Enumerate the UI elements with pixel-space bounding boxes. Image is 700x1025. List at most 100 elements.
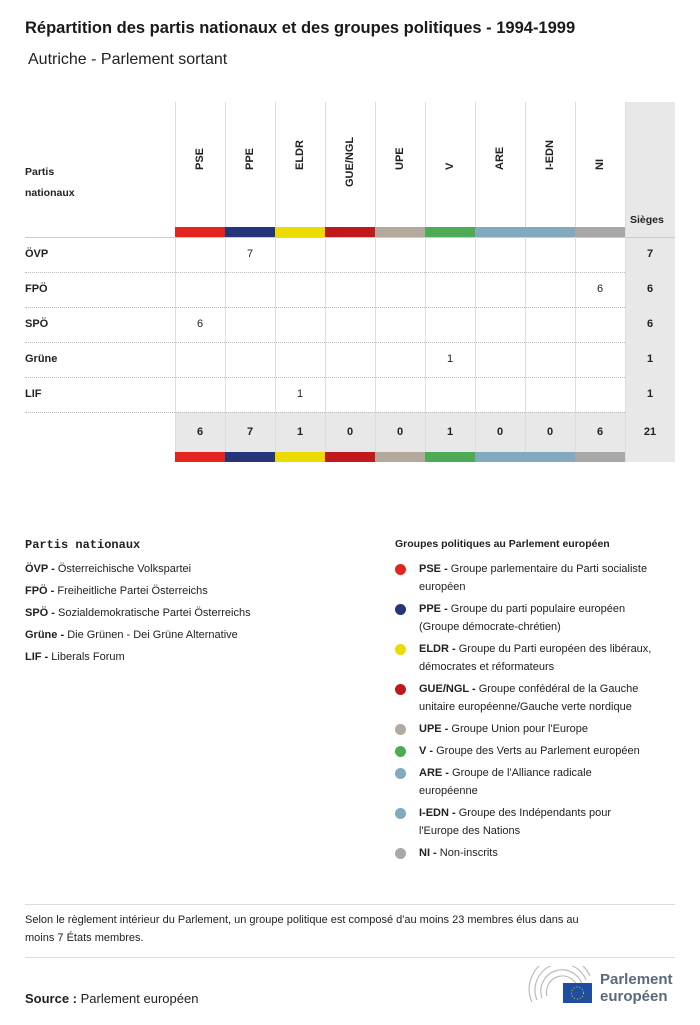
- column-header-ppe: PPE: [244, 147, 256, 170]
- legend-abbr: NI -: [419, 847, 437, 859]
- color-bar-bottom-eldr: [275, 452, 325, 462]
- legend-name: Groupe de l'Alliance radicale: [452, 767, 592, 779]
- legend-color-dot: [395, 746, 406, 757]
- legend-name: Groupe des Verts au Parlement européen: [436, 745, 640, 757]
- legend-party-item: SPÖ - Sozialdemokratische Partei Österre…: [25, 604, 251, 622]
- column-total: 0: [346, 426, 354, 438]
- color-bar-bottom-ni: [575, 452, 625, 462]
- row-total: 6: [646, 283, 654, 295]
- legend-name-cont: démocrates et réformateurs: [419, 661, 555, 673]
- legend-group-item: PSE - Groupe parlementaire du Parti soci…: [419, 560, 647, 596]
- logo-line-2: européen: [600, 988, 668, 1005]
- legend-abbr: ARE -: [419, 767, 449, 779]
- color-bar-bottom-ppe: [225, 452, 275, 462]
- legend-name: Liberals Forum: [51, 651, 125, 663]
- legend-name: Groupe confédéral de la Gauche: [478, 683, 639, 695]
- row-header: Partis nationaux: [25, 166, 75, 199]
- legend-party-item: FPÖ - Freiheitliche Partei Österreichs: [25, 582, 208, 600]
- column-total: 0: [546, 426, 554, 438]
- legend-name: Österreichische Volkspartei: [57, 563, 192, 575]
- legend-group-item: NI - Non-inscrits: [419, 844, 498, 862]
- page-title: Répartition des partis nationaux et des …: [25, 19, 576, 37]
- row-divider: [25, 412, 625, 413]
- column-divider: [275, 102, 276, 462]
- row-total: 7: [646, 248, 654, 260]
- column-header-upe: UPE: [394, 147, 406, 170]
- row-divider: [25, 377, 625, 378]
- legend-party-item: LIF - Liberals Forum: [25, 648, 125, 666]
- legend-name: Freiheitliche Partei Österreichs: [57, 585, 208, 597]
- logo-text: Parlement européen: [600, 971, 673, 1005]
- divider: [25, 904, 675, 905]
- row-divider: [25, 272, 625, 273]
- color-bar-upe: [375, 227, 425, 237]
- legend-abbr: UPE -: [419, 723, 449, 735]
- legend-name: Die Grünen - Dei Grüne Alternative: [67, 629, 238, 641]
- color-bar-are: [475, 227, 525, 237]
- cell-value: 6: [196, 318, 204, 330]
- note-line-1: Selon le règlement intérieur du Parlemen…: [25, 914, 579, 926]
- legend-abbr: PSE -: [419, 563, 448, 575]
- hemicycle-icon: [528, 966, 592, 1003]
- legend-abbr: SPÖ -: [25, 607, 55, 619]
- legend-party-item: ÖVP - Österreichische Volkspartei: [25, 560, 191, 578]
- row-label: LIF: [25, 388, 42, 400]
- color-bar-bottom-v: [425, 452, 475, 462]
- divider: [25, 957, 675, 958]
- color-bar-v: [425, 227, 475, 237]
- legend-abbr: PPE -: [419, 603, 448, 615]
- color-bar-bottom-pse: [175, 452, 225, 462]
- legend-parties-title: Partis nationaux: [25, 538, 141, 552]
- column-divider: [525, 102, 526, 462]
- legend-color-dot: [395, 848, 406, 859]
- column-divider: [225, 102, 226, 462]
- source-value: Parlement européen: [80, 991, 199, 1006]
- column-total: 0: [496, 426, 504, 438]
- row-total: 6: [646, 318, 654, 330]
- row-label: Grüne: [25, 353, 58, 365]
- total-column-bg: [625, 102, 675, 462]
- row-divider: [25, 307, 625, 308]
- color-bar-bottom-are: [475, 452, 525, 462]
- row-divider: [25, 342, 625, 343]
- legend-name: Groupe du parti populaire européen: [450, 603, 626, 615]
- color-bar-gue/ngl: [325, 227, 375, 237]
- note-line-2: moins 7 États membres.: [25, 932, 144, 944]
- legend-name: Non-inscrits: [439, 847, 498, 859]
- legend-abbr: LIF -: [25, 651, 49, 663]
- legend-name: Groupe des Indépendants pour: [458, 807, 612, 819]
- column-divider: [625, 102, 626, 462]
- column-header-ni: NI: [594, 159, 606, 170]
- color-bar-bottom-gue/ngl: [325, 452, 375, 462]
- legend-party-item: Grüne - Die Grünen - Dei Grüne Alternati…: [25, 626, 238, 644]
- column-total: 6: [596, 426, 604, 438]
- color-bar-bottom-i-edn: [525, 452, 575, 462]
- source-label: Source :: [25, 991, 78, 1006]
- color-bar-eldr: [275, 227, 325, 237]
- legend-group-item: ARE - Groupe de l'Alliance radicale europ…: [419, 764, 592, 800]
- column-header-pse: PSE: [194, 147, 206, 170]
- cell-value: 1: [296, 388, 304, 400]
- legend-abbr: GUE/NGL -: [419, 683, 476, 695]
- color-bar-i-edn: [525, 227, 575, 237]
- column-total: 1: [296, 426, 304, 438]
- cell-value: 6: [596, 283, 604, 295]
- column-total: 1: [446, 426, 454, 438]
- legend-name: Groupe parlementaire du Parti socialiste: [450, 563, 648, 575]
- cell-value: 1: [446, 353, 454, 365]
- logo-line-1: Parlement: [600, 971, 673, 988]
- legend-abbr: V -: [419, 745, 434, 757]
- color-bar-bottom-upe: [375, 452, 425, 462]
- legend-abbr: Grüne -: [25, 629, 65, 641]
- legend-abbr: ÖVP -: [25, 563, 55, 575]
- note: Selon le règlement intérieur du Parlemen…: [25, 911, 579, 947]
- source: Source : Parlement européen: [25, 991, 198, 1006]
- legend-group-item: PPE - Groupe du parti populaire européen…: [419, 600, 625, 636]
- legend-color-dot: [395, 684, 406, 695]
- column-total: 6: [196, 426, 204, 438]
- grand-total: 21: [643, 426, 657, 438]
- column-header-gue/ngl: GUE/NGL: [344, 136, 356, 187]
- column-header-v: V: [444, 162, 456, 170]
- column-divider: [375, 102, 376, 462]
- column-divider: [325, 102, 326, 462]
